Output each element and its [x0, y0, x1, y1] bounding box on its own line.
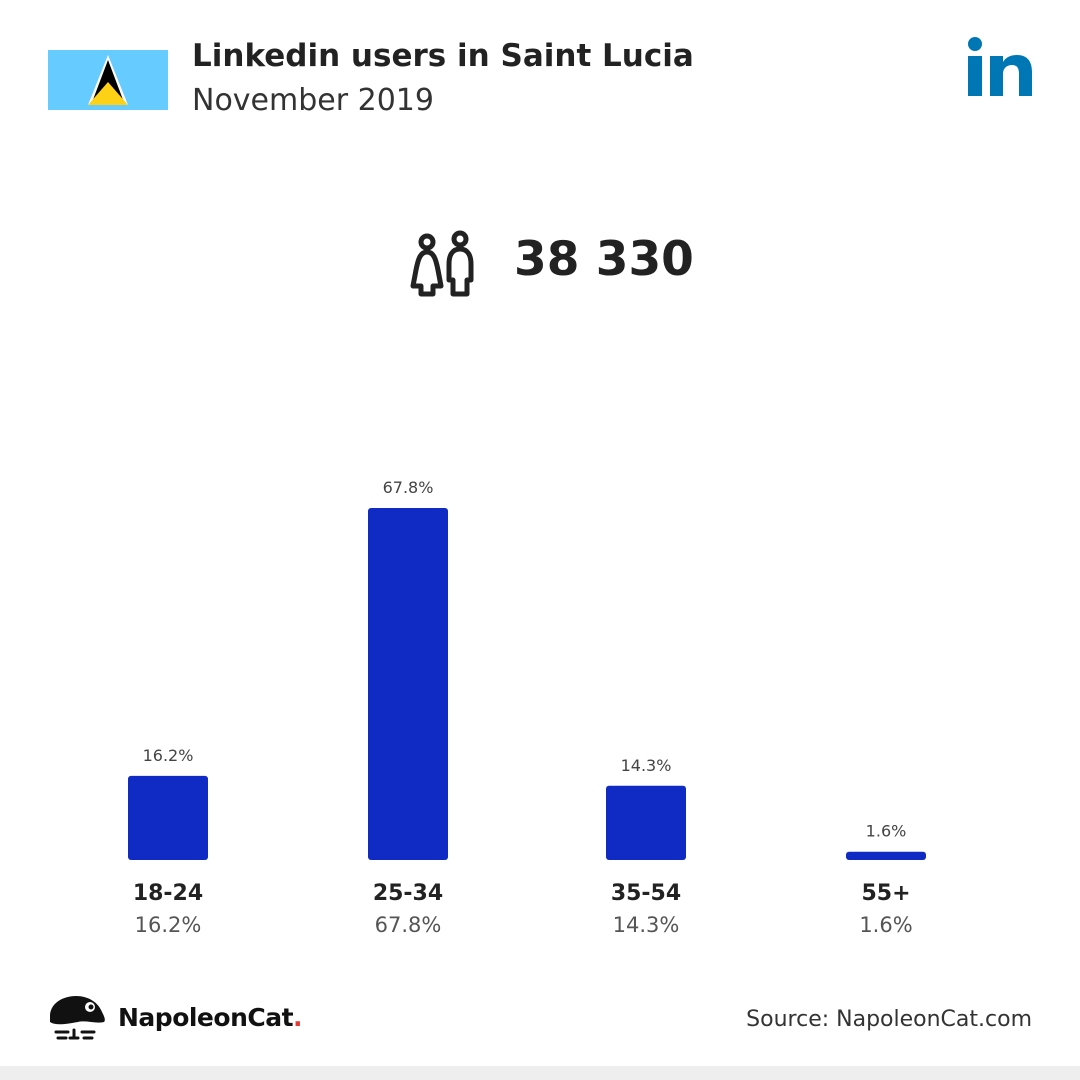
- saint-lucia-flag-icon: [48, 50, 168, 110]
- bar-55+: [846, 851, 926, 860]
- bottom-strip: [0, 1066, 1080, 1080]
- bar-value-label: 16.2%: [143, 746, 194, 765]
- category-percent-label: 67.8%: [375, 913, 442, 937]
- page-title: Linkedin users in Saint Lucia: [192, 38, 694, 74]
- bar-18-24: [128, 775, 208, 860]
- category-label: 18-24: [133, 881, 203, 906]
- source-credit: Source: NapoleonCat.com: [746, 1007, 1032, 1032]
- total-users-count: 38 330: [514, 232, 694, 287]
- bar-value-label: 1.6%: [866, 822, 907, 841]
- linkedin-logo-icon: [968, 37, 1032, 96]
- page-subtitle: November 2019: [192, 83, 434, 118]
- category-label: 25-34: [373, 881, 443, 906]
- brand-name: NapoleonCat.: [118, 1003, 303, 1032]
- bar-value-label: 14.3%: [621, 756, 672, 775]
- category-percent-label: 14.3%: [613, 913, 680, 937]
- napoleoncat-logo-icon: [50, 996, 105, 1040]
- category-label: 35-54: [611, 881, 681, 906]
- category-percent-label: 16.2%: [135, 913, 202, 937]
- category-percent-label: 1.6%: [859, 913, 912, 937]
- bar-25-34: [368, 508, 448, 860]
- category-label: 55+: [861, 881, 910, 906]
- people-icon: [410, 230, 474, 297]
- bar-value-label: 67.8%: [383, 478, 434, 497]
- bar-35-54: [606, 785, 686, 860]
